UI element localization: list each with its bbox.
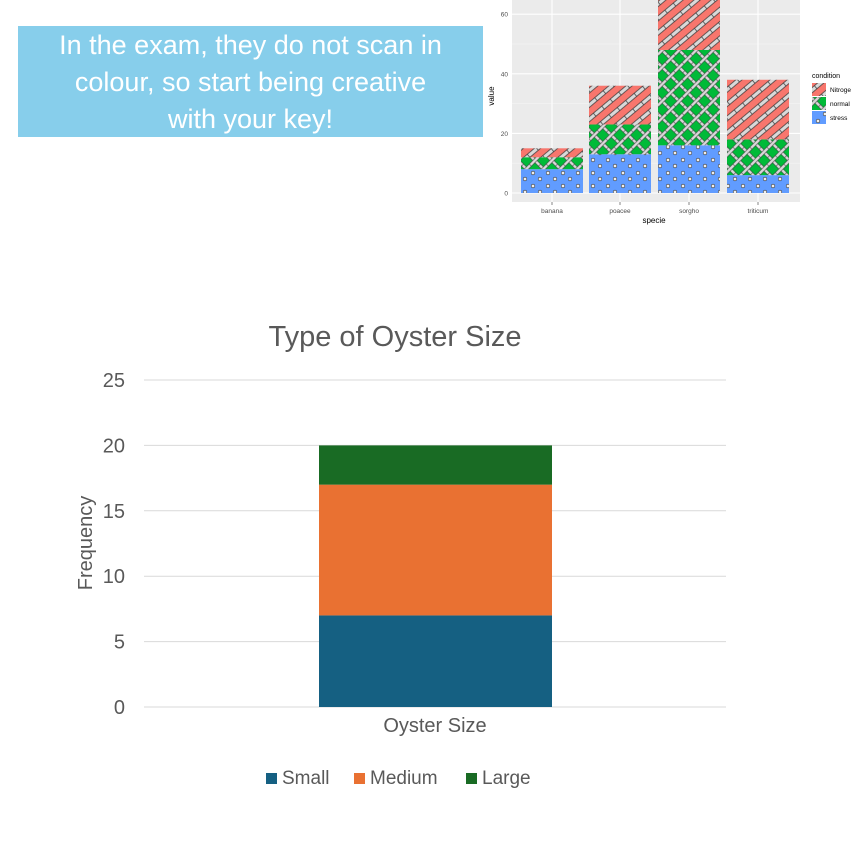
bar-segment-large (319, 445, 552, 485)
ggplot-y-axis-label: value (487, 86, 496, 106)
chart-title: Type of Oyster Size (268, 321, 521, 353)
ggplot-legend-swatch-nitrogen (812, 83, 826, 96)
ggplot-legend-label: stress (830, 115, 848, 122)
ggplot-y-tick-label: 0 (504, 191, 508, 198)
ggplot-x-tick-label: triticum (748, 208, 769, 215)
exam-tip-callout: In the exam, they do not scan in colour,… (18, 26, 483, 137)
y-tick-label: 5 (114, 632, 125, 654)
ggplot-x-axis-label: specie (642, 216, 666, 225)
ggplot-bar-normal-triticum (727, 139, 789, 176)
ggplot-x-tick-label: sorgho (679, 208, 699, 215)
ggplot-bar-nitrogen-poacee (589, 85, 651, 125)
ggplot-bar-stress-triticum (727, 175, 789, 193)
ggplot-bar-normal-banana (521, 157, 583, 170)
bar-segment-small (319, 615, 552, 707)
ggplot-y-tick-label: 60 (501, 12, 509, 19)
ggplot-y-tick-label: 20 (501, 131, 509, 138)
ggplot-legend-swatch-normal (812, 97, 826, 110)
ggplot-x-tick-label: banana (541, 208, 563, 215)
y-tick-label: 20 (103, 435, 125, 457)
legend-label: Small (282, 768, 330, 789)
x-axis-category-label: Oyster Size (383, 715, 486, 737)
ggplot-legend-title: condition (812, 73, 840, 80)
ggplot-stacked-bar-chart: 0 20 40 60 banana poacee sorgho triticum speci… (487, 0, 851, 225)
ggplot-bar-normal-poacee (589, 124, 651, 155)
ggplot-bar-stress-banana (521, 169, 583, 193)
y-tick-label: 15 (103, 501, 125, 523)
callout-line: with your key! (167, 104, 334, 134)
legend-swatch-medium (354, 773, 365, 784)
legend-label: Medium (370, 768, 438, 789)
ggplot-bar-stress-sorgho (658, 145, 720, 193)
ggplot-legend-swatch-stress (812, 111, 826, 124)
legend-swatch-large (466, 773, 477, 784)
y-tick-label: 10 (103, 566, 125, 588)
legend-swatch-small (266, 773, 277, 784)
legend-label: Large (482, 768, 531, 789)
y-tick-label: 0 (114, 697, 125, 719)
callout-line: colour, so start being creative (74, 67, 427, 97)
ggplot-x-tick-label: poacee (609, 208, 631, 215)
bar-segment-medium (319, 484, 552, 616)
y-tick-label: 25 (103, 370, 125, 392)
ggplot-legend-label: normal (830, 101, 850, 108)
ggplot-legend-label: Nitroge (830, 87, 851, 94)
ggplot-bar-nitrogen-triticum (727, 79, 789, 140)
ggplot-bar-nitrogen-sorgho (658, 0, 720, 50)
ggplot-bar-normal-sorgho (658, 49, 720, 146)
ggplot-bar-stress-poacee (589, 154, 651, 193)
ggplot-y-tick-label: 40 (501, 71, 509, 78)
callout-line: In the exam, they do not scan in (59, 30, 442, 60)
oyster-size-chart: Type of Oyster Size 0 5 10 15 20 25 Oyster Si… (75, 321, 726, 789)
ggplot-bar-nitrogen-banana (521, 148, 583, 158)
y-axis-label: Frequency (75, 496, 97, 591)
